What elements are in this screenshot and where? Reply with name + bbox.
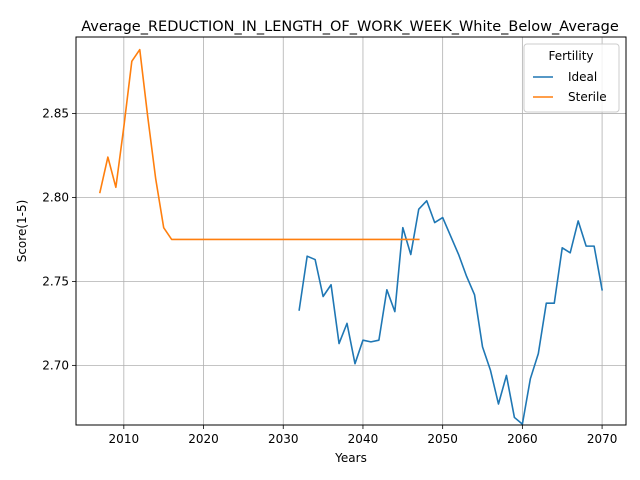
y-axis-label: Score(1-5)	[15, 200, 29, 263]
x-axis-ticks: 2010 2020 2030 2040 2050 2060 2070	[109, 425, 618, 446]
x-tick-label: 2020	[188, 432, 219, 446]
y-tick-label: 2.85	[42, 106, 69, 120]
x-tick-label: 2070	[587, 432, 618, 446]
series-line-sterile	[98, 48, 420, 241]
legend-label-sterile: Sterile	[568, 90, 607, 104]
x-tick-label: 2050	[427, 432, 458, 446]
x-tick-label: 2030	[268, 432, 299, 446]
legend-box	[523, 43, 620, 113]
plot-frame	[75, 36, 627, 426]
y-tick-label: 2.80	[42, 190, 69, 204]
y-axis-ticks: 2.70 2.75 2.80 2.85	[42, 106, 76, 372]
chart-title: Average_REDUCTION_IN_LENGTH_OF_WORK_WEEK…	[81, 19, 619, 35]
legend: Fertility Ideal Sterile	[523, 43, 620, 113]
x-tick-label: 2040	[348, 432, 379, 446]
x-tick-label: 2060	[507, 432, 538, 446]
x-axis-label: Years	[334, 451, 367, 465]
series-line-ideal	[298, 199, 604, 425]
x-tick-label: 2010	[109, 432, 140, 446]
grid-lines	[76, 37, 626, 425]
legend-label-ideal: Ideal	[568, 70, 597, 84]
series-lines	[98, 48, 604, 425]
y-tick-label: 2.75	[42, 274, 69, 288]
legend-title: Fertility	[548, 49, 593, 63]
y-tick-label: 2.70	[42, 358, 69, 372]
